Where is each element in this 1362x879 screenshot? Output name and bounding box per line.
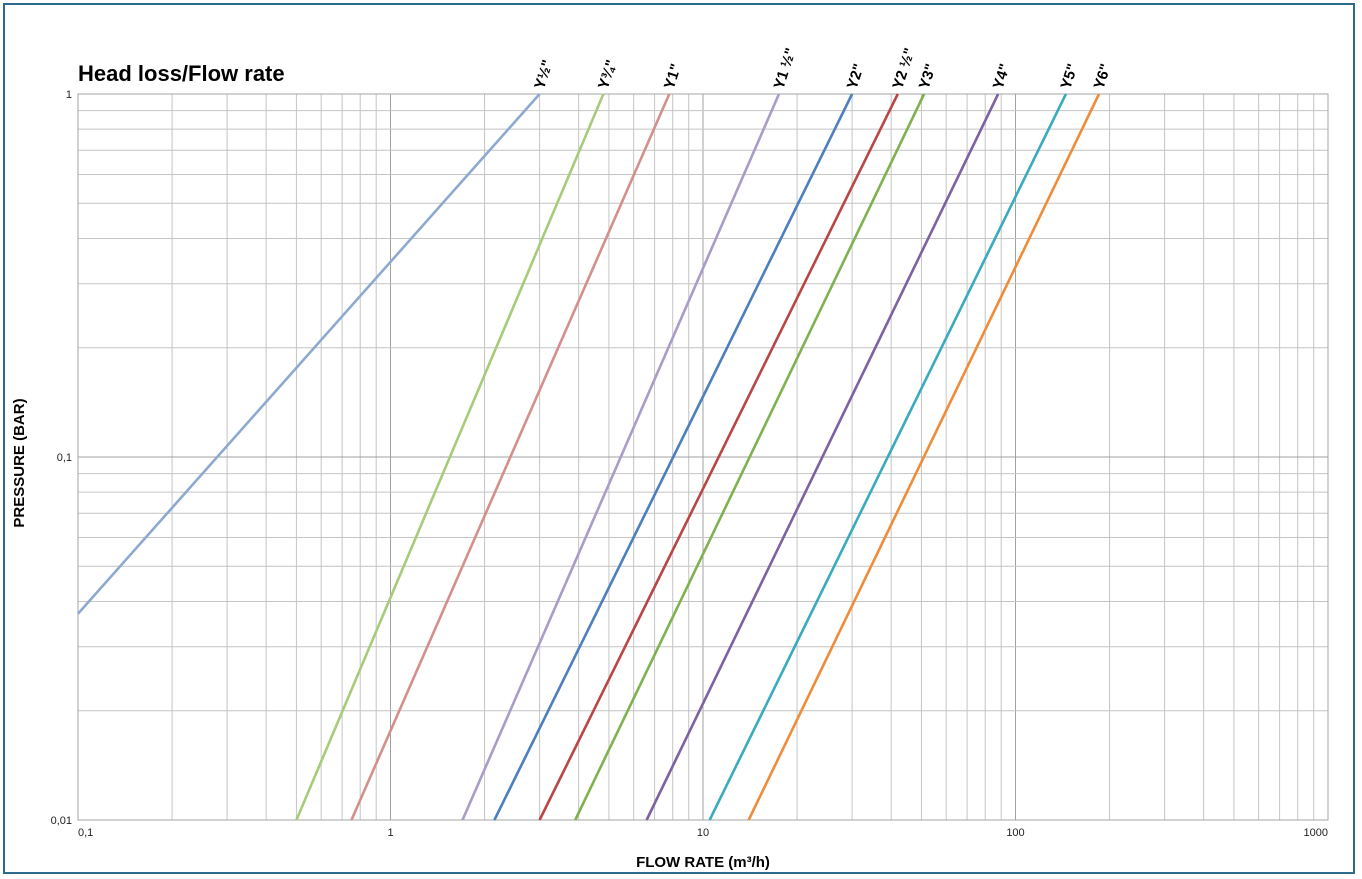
y-tick-label: 0,1 [57,452,72,464]
y-tick-label: 1 [66,89,72,101]
series-line [538,93,899,821]
series-label: Y2 ½" [889,46,918,91]
y-tick-labels: 1 0,1 0,01 [51,89,72,827]
series-line [747,93,1101,821]
series-lines [77,93,1101,821]
chart-frame: 0,1 1 10 100 1000 1 0,1 0,01 Y½" Y¾" Y1" Y1 ½" Y2"… [3,3,1355,874]
x-axis-label: FLOW RATE (m³/h) [636,854,770,871]
plot-border [77,93,1329,821]
series-label: Y6" [1091,62,1115,91]
y-axis-label: PRESSURE (BAR) [11,398,28,527]
series-label: Y5" [1058,62,1082,91]
series-label: Y2" [844,62,868,91]
series-line [461,93,781,821]
series-label: Y¾" [595,58,620,91]
series-label: Y½" [531,58,556,91]
series-line [350,93,671,821]
series-label: Y1 ½" [771,46,800,91]
x-tick-label: 10 [697,827,709,839]
series-label: Y3" [916,62,940,91]
series-line [295,93,605,821]
x-tick-label: 100 [1006,827,1024,839]
grid [77,93,1329,821]
x-tick-labels: 0,1 1 10 100 1000 [78,827,1328,839]
x-tick-label: 1 [387,827,393,839]
series-label: Y1" [661,62,685,91]
chart-title: Head loss/Flow rate [78,61,285,86]
x-tick-label: 1000 [1304,827,1328,839]
series-line [645,93,1000,821]
chart-svg: 0,1 1 10 100 1000 1 0,1 0,01 Y½" Y¾" Y1" Y1 ½" Y2"… [11,46,1329,871]
series-labels: Y½" Y¾" Y1" Y1 ½" Y2" Y2 ½"Y3" Y4" Y5" Y6" [531,46,1114,91]
x-tick-label: 0,1 [78,827,93,839]
series-line [77,93,541,615]
series-line [493,93,854,821]
series-line [574,93,926,821]
series-label: Y4" [990,62,1014,91]
series-line [708,93,1068,821]
y-tick-label: 0,01 [51,815,72,827]
